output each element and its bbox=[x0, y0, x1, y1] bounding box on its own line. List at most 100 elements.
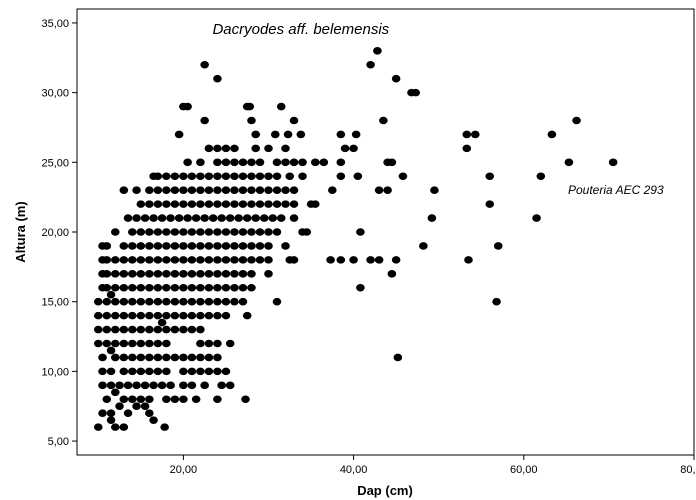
data-point bbox=[547, 130, 557, 139]
data-point bbox=[162, 256, 171, 264]
data-point bbox=[187, 186, 197, 194]
data-point bbox=[136, 325, 146, 334]
data-point bbox=[298, 172, 307, 181]
data-point bbox=[213, 186, 222, 194]
data-point bbox=[213, 228, 222, 236]
data-point bbox=[170, 353, 180, 362]
data-point bbox=[179, 228, 188, 236]
data-point bbox=[255, 242, 265, 250]
data-point bbox=[149, 214, 158, 222]
data-point bbox=[119, 186, 129, 194]
data-point bbox=[230, 186, 239, 194]
data-point bbox=[162, 228, 171, 236]
data-point bbox=[170, 283, 180, 292]
data-point bbox=[128, 353, 137, 362]
data-point bbox=[326, 256, 335, 264]
data-point bbox=[230, 158, 239, 167]
data-point bbox=[204, 339, 214, 348]
data-point bbox=[196, 242, 205, 250]
data-point bbox=[289, 158, 299, 167]
data-point bbox=[268, 214, 278, 222]
data-point bbox=[128, 339, 137, 348]
data-point bbox=[336, 172, 346, 181]
data-point bbox=[128, 270, 137, 278]
data-point bbox=[98, 409, 107, 417]
data-point bbox=[179, 186, 188, 194]
data-point bbox=[213, 242, 222, 250]
data-point bbox=[213, 353, 222, 362]
data-point bbox=[272, 228, 282, 236]
y-tick-label: 15,00 bbox=[41, 297, 69, 309]
data-point bbox=[136, 228, 146, 236]
data-point bbox=[162, 172, 171, 181]
data-point bbox=[213, 297, 222, 306]
data-point bbox=[204, 144, 214, 153]
data-point bbox=[241, 395, 250, 404]
data-point bbox=[230, 172, 239, 181]
data-point bbox=[162, 283, 171, 292]
data-point bbox=[106, 409, 116, 417]
data-point bbox=[393, 353, 403, 362]
data-point bbox=[102, 311, 112, 320]
data-point bbox=[217, 381, 226, 390]
data-point bbox=[204, 200, 214, 208]
data-point bbox=[153, 367, 163, 376]
data-point bbox=[153, 228, 163, 236]
data-point bbox=[162, 395, 171, 404]
data-point bbox=[162, 353, 171, 362]
data-point bbox=[221, 200, 231, 208]
data-point bbox=[213, 158, 222, 167]
data-point bbox=[162, 325, 171, 334]
data-point bbox=[196, 186, 205, 194]
data-point bbox=[170, 172, 180, 181]
data-point bbox=[379, 116, 388, 125]
data-point bbox=[119, 353, 129, 362]
data-point bbox=[200, 60, 209, 69]
x-tick-label: 20,00 bbox=[170, 464, 198, 476]
data-point bbox=[102, 395, 112, 404]
data-point bbox=[221, 172, 231, 181]
data-point bbox=[238, 297, 248, 306]
data-point bbox=[221, 242, 231, 250]
data-point bbox=[162, 297, 171, 306]
data-point bbox=[608, 158, 618, 167]
data-point bbox=[238, 242, 248, 250]
x-tick-label: 80,00 bbox=[680, 464, 696, 476]
data-point bbox=[191, 395, 201, 404]
data-point bbox=[221, 256, 231, 264]
data-point bbox=[145, 297, 154, 306]
data-point bbox=[242, 311, 252, 320]
data-point bbox=[187, 353, 197, 362]
data-point bbox=[351, 130, 361, 139]
data-point bbox=[153, 339, 163, 348]
data-point bbox=[251, 130, 261, 139]
data-point bbox=[259, 214, 269, 222]
data-point bbox=[238, 228, 248, 236]
data-points bbox=[93, 47, 618, 431]
data-point bbox=[196, 200, 205, 208]
data-point bbox=[289, 256, 299, 264]
data-point bbox=[221, 311, 231, 320]
data-point bbox=[179, 325, 188, 334]
data-point bbox=[110, 228, 120, 236]
data-point bbox=[289, 186, 299, 194]
data-point bbox=[391, 74, 401, 83]
data-point bbox=[391, 256, 401, 264]
data-point bbox=[132, 186, 141, 194]
data-point bbox=[128, 297, 137, 306]
data-point bbox=[93, 325, 103, 334]
data-point bbox=[264, 144, 273, 153]
data-point bbox=[170, 270, 180, 278]
data-point bbox=[419, 242, 428, 250]
data-point bbox=[119, 270, 129, 278]
data-point bbox=[187, 367, 197, 376]
data-point bbox=[128, 228, 137, 236]
data-point bbox=[213, 311, 222, 320]
data-point bbox=[196, 283, 205, 292]
data-point bbox=[349, 256, 358, 264]
data-point bbox=[289, 116, 299, 125]
y-tick-label: 25,00 bbox=[41, 157, 69, 169]
data-point bbox=[170, 200, 180, 208]
data-point bbox=[174, 214, 184, 222]
y-tick-label: 10,00 bbox=[41, 366, 69, 378]
